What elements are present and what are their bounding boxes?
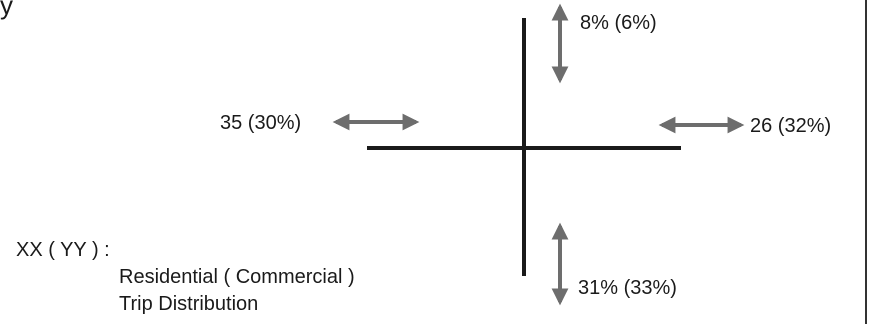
legend-key: XX ( YY ) : <box>16 239 110 261</box>
legend-line-residential-commercial: Residential ( Commercial ) <box>119 266 355 288</box>
west-label: 35 (30%) <box>220 112 301 134</box>
south-label: 31% (33%) <box>578 277 677 299</box>
north-label: 8% (6%) <box>580 12 657 34</box>
east-label: 26 (32%) <box>750 115 831 137</box>
corner-glyph: y <box>0 0 13 20</box>
legend-line-trip-distribution: Trip Distribution <box>119 293 259 315</box>
